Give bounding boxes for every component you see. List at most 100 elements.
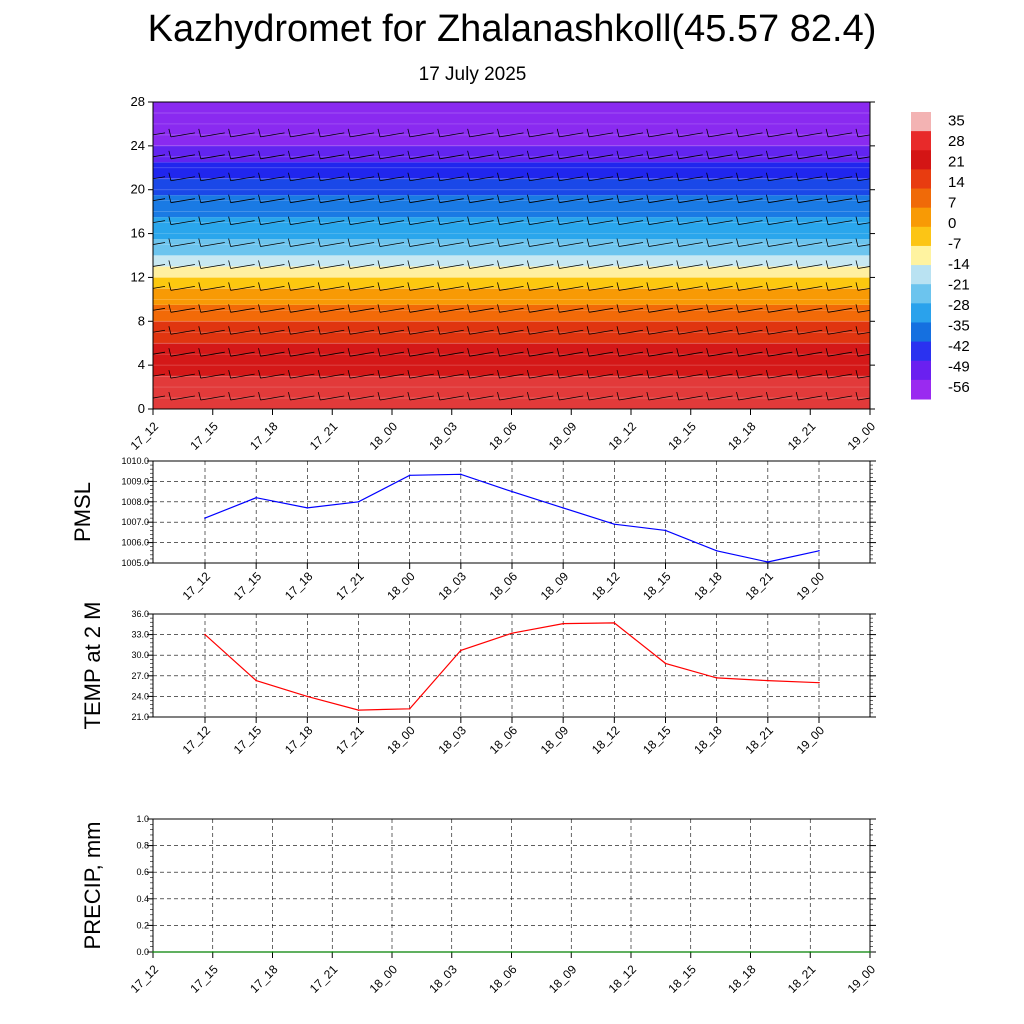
wind-barb-flag bbox=[377, 348, 381, 357]
wind-barb-flag bbox=[437, 150, 441, 159]
wind-barb bbox=[828, 242, 853, 247]
colorbar-swatch bbox=[911, 112, 931, 132]
wind-barb-flag bbox=[825, 128, 829, 137]
wind-barb-flag bbox=[765, 370, 769, 379]
wind-barb bbox=[768, 395, 793, 401]
wind-barb-flag bbox=[736, 260, 739, 269]
wind-barb bbox=[648, 176, 673, 182]
wind-barb-flag bbox=[646, 194, 650, 203]
y-tick-label: 0.4 bbox=[136, 894, 149, 904]
wind-barb-flag bbox=[228, 150, 232, 159]
temperature-band bbox=[153, 277, 870, 289]
wind-barb-flag bbox=[377, 216, 381, 225]
wind-barb bbox=[379, 176, 405, 182]
wind-barb-flag bbox=[497, 348, 500, 357]
wind-barb-flag bbox=[168, 348, 172, 357]
wind-barb bbox=[857, 266, 870, 269]
wind-barb bbox=[857, 397, 870, 401]
wind-barb-flag bbox=[556, 326, 560, 335]
x-tick-label: 18_18 bbox=[725, 962, 759, 996]
wind-barb-flag bbox=[795, 238, 799, 247]
wind-barb-flag bbox=[706, 194, 710, 203]
wind-barb bbox=[170, 351, 195, 357]
wind-barb bbox=[379, 242, 405, 247]
wind-barb bbox=[320, 242, 345, 247]
wind-barb-flag bbox=[168, 282, 172, 291]
cross-section-panel: 0 4 8 12 16 20 24 28 17_12 17_15 17_18 17_21 18_00 18… bbox=[128, 94, 879, 453]
wind-barb-flag bbox=[287, 194, 291, 203]
wind-barb bbox=[618, 264, 644, 269]
chart-subtitle: 17 July 2025 bbox=[418, 64, 527, 85]
wind-barb bbox=[260, 154, 285, 160]
wind-barb bbox=[379, 395, 405, 401]
wind-barb bbox=[589, 395, 614, 401]
wind-barb-flag bbox=[706, 348, 710, 357]
panel-frame bbox=[152, 613, 871, 718]
wind-barb bbox=[618, 329, 644, 335]
wind-barb-flag bbox=[467, 128, 471, 137]
wind-barb-flag bbox=[407, 304, 411, 313]
temperature-band bbox=[153, 239, 870, 256]
wind-barb bbox=[439, 329, 464, 335]
series-point bbox=[510, 951, 513, 953]
wind-barb bbox=[499, 132, 524, 138]
colorbar-label: 14 bbox=[948, 174, 965, 191]
colorbar-label: -7 bbox=[948, 235, 961, 252]
x-tick-label: 19_00 bbox=[794, 723, 828, 757]
wind-barb bbox=[529, 132, 554, 138]
wind-barb-flag bbox=[258, 391, 261, 401]
wind-barb bbox=[589, 285, 614, 291]
y-tick-label: 21.0 bbox=[131, 712, 149, 722]
wind-barb bbox=[230, 132, 255, 138]
wind-barb bbox=[170, 176, 195, 182]
wind-barb-flag bbox=[616, 370, 620, 379]
wind-barb-flag bbox=[467, 238, 471, 247]
x-tick-label: 18_18 bbox=[691, 569, 725, 603]
colorbar-swatch bbox=[911, 131, 931, 151]
wind-barb bbox=[678, 264, 703, 269]
wind-barb-flag bbox=[467, 282, 471, 291]
x-tick-label: 18_09 bbox=[538, 723, 572, 757]
wind-barb bbox=[350, 329, 375, 335]
wind-barb bbox=[290, 307, 315, 313]
wind-barb bbox=[290, 176, 315, 182]
wind-barb-flag bbox=[765, 194, 769, 203]
series-point bbox=[570, 951, 573, 953]
wind-barb-flag bbox=[347, 260, 351, 269]
wind-barb bbox=[589, 329, 614, 335]
wind-barb bbox=[469, 395, 494, 401]
temperature-band bbox=[153, 288, 870, 305]
wind-barb bbox=[350, 264, 375, 269]
temperature-band bbox=[153, 102, 870, 146]
wind-barb-flag bbox=[347, 326, 351, 335]
wind-barb bbox=[170, 242, 195, 247]
wind-barb bbox=[439, 198, 464, 204]
wind-barb-flag bbox=[706, 216, 710, 225]
wind-barb bbox=[469, 242, 494, 247]
series-point bbox=[869, 951, 871, 953]
wind-barb bbox=[469, 351, 494, 357]
wind-barb-flag bbox=[228, 370, 232, 379]
wind-barb bbox=[320, 329, 345, 335]
wind-barb-flag bbox=[676, 150, 680, 159]
wind-barb-flag bbox=[467, 172, 471, 181]
wind-barb-flag bbox=[228, 326, 232, 335]
wind-barb-flag bbox=[526, 304, 530, 313]
temperature-band bbox=[153, 255, 870, 267]
wind-barb bbox=[648, 264, 673, 269]
wind-barb-flag bbox=[497, 260, 500, 269]
wind-barb bbox=[798, 220, 823, 226]
wind-barb bbox=[529, 154, 554, 160]
wind-barb-flag bbox=[706, 326, 710, 335]
x-tick-label: 18_21 bbox=[785, 962, 819, 996]
wind-barb-flag bbox=[736, 304, 739, 313]
wind-barb bbox=[708, 351, 733, 357]
wind-barb-flag bbox=[825, 150, 829, 159]
wind-barb-flag bbox=[198, 391, 202, 401]
x-tick-label: 19_00 bbox=[845, 962, 879, 996]
wind-barb bbox=[153, 132, 166, 136]
colorbar-label: 21 bbox=[948, 153, 965, 170]
wind-barb bbox=[499, 198, 524, 204]
wind-barb bbox=[499, 154, 524, 160]
wind-barb bbox=[798, 154, 823, 160]
